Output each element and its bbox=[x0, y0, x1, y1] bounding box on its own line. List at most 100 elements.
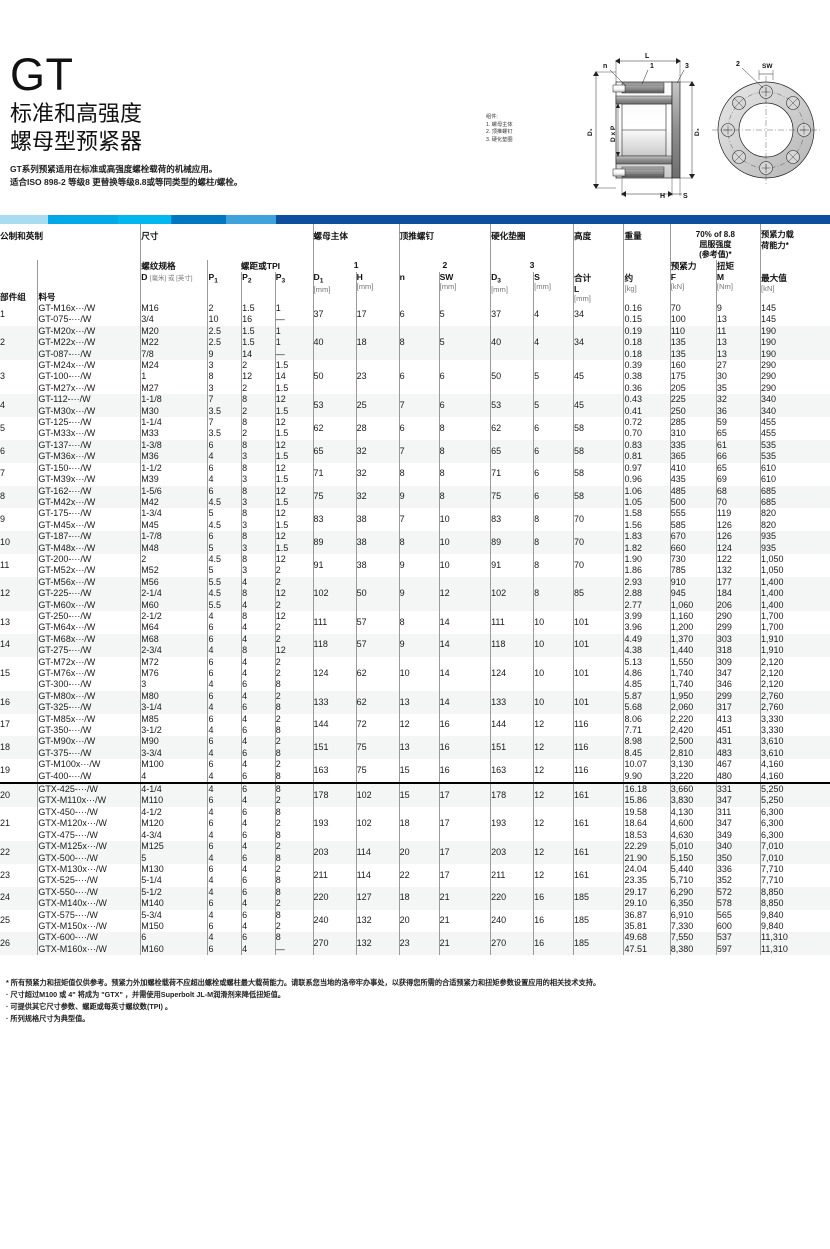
cell-line: 1 bbox=[141, 371, 147, 382]
cell-line: 535 bbox=[761, 439, 777, 450]
cell-H: 32 bbox=[355, 462, 400, 486]
cell-S: 5 bbox=[533, 360, 574, 395]
col-D1-unit: [mm] bbox=[313, 284, 331, 294]
cell-line: 3,330 bbox=[761, 725, 784, 736]
col-part-number: 料号 bbox=[37, 260, 141, 303]
cell-line: 1,700 bbox=[761, 610, 784, 621]
label-item-2: 2 bbox=[736, 61, 740, 68]
cell-line: 8 bbox=[275, 852, 281, 863]
cell-SW: 14 bbox=[438, 610, 491, 634]
label-D3: D₃ bbox=[694, 128, 701, 136]
cell-S: 12 bbox=[533, 713, 574, 737]
cell-line: 8 bbox=[275, 886, 281, 897]
table-row: 8 GT-162-···/W GT-M42x···/W 1-5/6 M42 6 4.5 8 3 1… bbox=[0, 485, 830, 509]
cell-line: 49.68 bbox=[624, 932, 647, 943]
col-P3: P3 bbox=[274, 272, 314, 303]
cell-P3: 12 2 bbox=[274, 610, 314, 634]
cell-line: 340 bbox=[716, 841, 732, 852]
cell-weight: 1.58 1.56 bbox=[623, 508, 671, 532]
cell-max: 340 340 bbox=[760, 394, 830, 418]
cell-line: 6,300 bbox=[761, 806, 784, 817]
cell-line: 7 bbox=[208, 417, 214, 428]
cell-line: 2,120 bbox=[761, 656, 784, 667]
cell-line: 945 bbox=[670, 588, 686, 599]
cell-max: 190 190 190 bbox=[760, 325, 830, 361]
cell-H: 72 bbox=[355, 713, 400, 737]
cell-part-group: 2 bbox=[0, 325, 38, 361]
cell-line: 4 bbox=[208, 679, 214, 690]
cell-line: 8 bbox=[242, 531, 248, 542]
cell-D1: 65 bbox=[312, 439, 357, 463]
cell-part-numbers: GT-150-···/W GT-M39x···/W bbox=[37, 462, 141, 486]
cell-line: 318 bbox=[716, 645, 732, 656]
cell-D3: 91 bbox=[490, 553, 534, 577]
col-part-group: 部件组 bbox=[0, 260, 38, 303]
cell-line: 7 bbox=[208, 394, 214, 405]
cell-F: 730 785 bbox=[669, 553, 717, 577]
table-row: 19 GT-M100x···/W GT-400-···/W M100 4 6 4 4 6 2 8 16… bbox=[0, 759, 830, 784]
cell-line: GTX-525-···/W bbox=[38, 875, 98, 886]
cell-line: 160 bbox=[670, 360, 686, 371]
cell-line: 2 bbox=[275, 633, 281, 644]
cell-S: 12 bbox=[533, 806, 574, 842]
cell-line: 1-3/4 bbox=[141, 508, 162, 519]
cell-part-numbers: GT-200-···/W GT-M52x···/W bbox=[37, 553, 141, 577]
cell-line: 8 bbox=[242, 462, 248, 473]
cell-line: 0.36 bbox=[624, 382, 642, 393]
col-P2: P2 bbox=[241, 272, 276, 303]
cell-M: 126 124 bbox=[715, 531, 761, 554]
cell-F: 225 250 bbox=[669, 394, 717, 418]
table-row: 22 GTX-M125x···/W GTX-500-···/W M125 5 6 4 4 6 2 8… bbox=[0, 841, 830, 864]
cell-part-group: 6 bbox=[0, 439, 38, 463]
footnote-1: * 所有预紧力和扭矩值仅供参考。预紧力外加螺栓载荷不应超出螺栓或螺柱最大载荷能力… bbox=[6, 978, 601, 988]
cell-line: 0.70 bbox=[624, 428, 642, 439]
cell-part-group: 13 bbox=[0, 616, 11, 627]
col-torque-title: 扭矩 bbox=[715, 260, 761, 272]
cell-part-numbers: GT-175-···/W GT-M45x···/W bbox=[37, 508, 141, 532]
cell-line: 15.86 bbox=[624, 795, 647, 806]
cell-part-numbers: GT-187-···/W GT-M48x···/W bbox=[37, 531, 141, 554]
cell-line: 299 bbox=[716, 622, 732, 633]
cell-weight: 0.43 0.41 bbox=[623, 394, 671, 418]
cell-line: 4 bbox=[208, 932, 214, 943]
cell-H: 32 bbox=[355, 439, 400, 463]
cell-n: 8 bbox=[398, 610, 440, 634]
cell-D3: 178 bbox=[490, 782, 534, 807]
cell-D3: 151 bbox=[490, 736, 534, 760]
table-row: 7 GT-150-···/W GT-M39x···/W 1-1/2 M39 6 4 8 3 12 1… bbox=[0, 462, 830, 486]
cell-line: 4 bbox=[208, 784, 214, 795]
table-row: 21 GTX-450-···/W GTX-M120x···/W GTX-475-···… bbox=[0, 806, 830, 842]
cell-S: 10 bbox=[533, 656, 574, 691]
cell-line: GT-M45x···/W bbox=[38, 519, 96, 530]
cell-SW: 8 bbox=[438, 417, 491, 440]
cell-line: 69 bbox=[716, 474, 727, 485]
cell-F: 1,950 2,060 bbox=[669, 690, 717, 714]
cell-thread-D: 1-5/6 M42 bbox=[140, 485, 208, 509]
cell-P2: 1.5 1.5 14 bbox=[241, 325, 276, 361]
cell-part-group: 25 bbox=[0, 915, 11, 926]
cell-line: 27 bbox=[716, 360, 727, 371]
cell-max: 7,710 7,710 bbox=[760, 863, 830, 887]
cell-line: 365 bbox=[670, 451, 686, 462]
cell-line: M16 bbox=[141, 303, 159, 313]
cell-line: GT-M72x···/W bbox=[38, 656, 96, 667]
cell-n: 6 bbox=[398, 360, 440, 395]
cell-line: 8 bbox=[242, 588, 248, 599]
cell-part-group: 17 bbox=[0, 719, 11, 730]
cell-line: 1,160 bbox=[670, 610, 694, 621]
table-row: 23 GTX-M130x···/W GTX-525-···/W M130 5-1/4 6 4… bbox=[0, 863, 830, 887]
cell-SW: 6 bbox=[438, 360, 491, 395]
footnote-4: · 所列规格尺寸为典型值。 bbox=[6, 1014, 90, 1024]
cell-line: 4 bbox=[208, 702, 214, 713]
cell-F: 70 100 bbox=[669, 303, 717, 326]
cell-F: 5,010 5,150 bbox=[669, 841, 717, 864]
col-F-unit: [kN] bbox=[670, 282, 685, 291]
col-D3-unit: [mm] bbox=[491, 284, 508, 294]
cell-M: 9 13 bbox=[715, 303, 761, 326]
cell-line: GT-187-···/W bbox=[38, 531, 92, 542]
cell-line: 5 bbox=[208, 565, 214, 576]
